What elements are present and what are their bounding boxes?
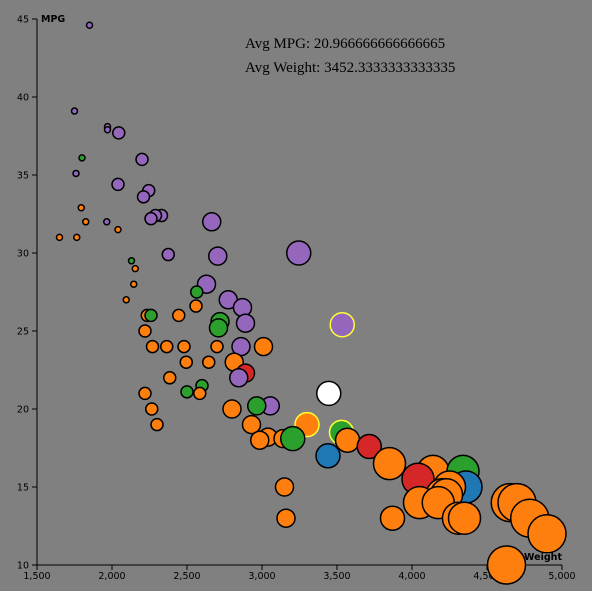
y-tick-label: 40	[17, 93, 29, 104]
data-point[interactable]	[130, 280, 138, 288]
data-point[interactable]	[111, 177, 125, 192]
x-tick-label: 2,500	[173, 571, 200, 582]
data-point[interactable]	[127, 257, 136, 265]
x-tick-label: 2,000	[98, 571, 125, 582]
data-point[interactable]	[112, 126, 126, 140]
data-point[interactable]	[189, 299, 203, 313]
data-point[interactable]	[208, 246, 228, 266]
data-point[interactable]	[190, 285, 204, 299]
data-point[interactable]	[210, 339, 224, 354]
data-point[interactable]	[286, 240, 312, 266]
y-axis-title: MPG	[41, 14, 65, 25]
data-point[interactable]	[103, 126, 112, 134]
data-point[interactable]	[180, 385, 194, 399]
data-point[interactable]	[232, 297, 253, 318]
data-point[interactable]	[276, 508, 296, 528]
x-axis-title: Weight	[524, 552, 562, 563]
data-point[interactable]	[447, 501, 482, 535]
data-point[interactable]	[82, 218, 90, 226]
data-point[interactable]	[122, 296, 130, 304]
x-tick-label: 1,500	[23, 571, 50, 582]
data-point[interactable]	[131, 264, 139, 273]
data-point[interactable]	[161, 247, 175, 262]
data-point[interactable]	[329, 312, 355, 338]
data-point[interactable]	[527, 514, 567, 554]
data-point[interactable]	[253, 336, 274, 357]
data-point[interactable]	[241, 414, 262, 435]
x-tick-label: 4,000	[398, 571, 425, 582]
y-tick-label: 15	[17, 483, 29, 494]
x-tick-label: 4,500	[473, 571, 500, 582]
data-point[interactable]	[55, 233, 64, 242]
data-point[interactable]	[144, 308, 158, 323]
x-tick-label: 5,000	[548, 571, 575, 582]
data-points	[55, 21, 567, 585]
data-point[interactable]	[208, 318, 229, 338]
data-point[interactable]	[138, 386, 152, 401]
x-tick-label: 3,000	[248, 571, 275, 582]
data-point[interactable]	[73, 233, 81, 242]
data-point[interactable]	[78, 154, 86, 162]
y-tick-label: 30	[17, 249, 29, 260]
data-point[interactable]	[77, 204, 85, 212]
data-point[interactable]	[103, 218, 111, 226]
data-point[interactable]	[150, 417, 164, 432]
data-point[interactable]	[114, 225, 122, 234]
y-tick-label: 35	[17, 171, 29, 182]
avg-mpg-annotation: Avg MPG: 20.966666666666665	[245, 36, 445, 52]
data-point[interactable]	[179, 355, 193, 369]
data-point[interactable]	[334, 427, 361, 453]
data-point[interactable]	[172, 308, 186, 323]
data-point[interactable]	[202, 212, 222, 232]
data-point[interactable]	[145, 402, 159, 416]
data-point[interactable]	[135, 152, 149, 167]
data-point[interactable]	[356, 433, 382, 460]
data-point[interactable]	[316, 380, 342, 407]
avg-weight-annotation: Avg Weight: 3452.3333333333335	[245, 60, 455, 76]
data-point[interactable]	[280, 425, 306, 452]
data-point[interactable]	[202, 355, 216, 369]
data-point[interactable]	[250, 430, 270, 450]
y-tick-label: 20	[17, 405, 29, 416]
data-point[interactable]	[70, 107, 79, 115]
data-point[interactable]	[72, 169, 80, 178]
data-point[interactable]	[138, 324, 152, 338]
data-point[interactable]	[274, 477, 295, 497]
data-point[interactable]	[136, 190, 151, 204]
data-point[interactable]	[145, 339, 160, 354]
axes: 1,500 2,000 2,500 3,000 3,500 4,000 4,500 5,000…	[17, 14, 576, 582]
data-point[interactable]	[372, 446, 407, 481]
x-tick-label: 3,500	[323, 571, 350, 582]
y-axis-ticks: 10 15 20 25 30 35 40 45	[17, 15, 37, 572]
data-point[interactable]	[85, 21, 94, 29]
x-axis-ticks: 1,500 2,000 2,500 3,000 3,500 4,000 4,500 5,000	[23, 565, 576, 582]
data-point[interactable]	[247, 396, 267, 416]
data-point[interactable]	[379, 505, 406, 531]
data-point[interactable]	[229, 368, 249, 388]
y-tick-label: 10	[17, 561, 29, 572]
data-point[interactable]	[315, 443, 341, 469]
data-point[interactable]	[222, 399, 242, 419]
data-point[interactable]	[144, 211, 158, 226]
y-tick-label: 25	[17, 327, 29, 338]
data-point[interactable]	[177, 339, 191, 354]
y-tick-label: 45	[17, 15, 29, 26]
data-point[interactable]	[235, 313, 256, 333]
data-point[interactable]	[193, 386, 207, 401]
data-point[interactable]	[163, 371, 177, 385]
data-point[interactable]	[486, 545, 527, 585]
data-point[interactable]	[160, 339, 174, 354]
